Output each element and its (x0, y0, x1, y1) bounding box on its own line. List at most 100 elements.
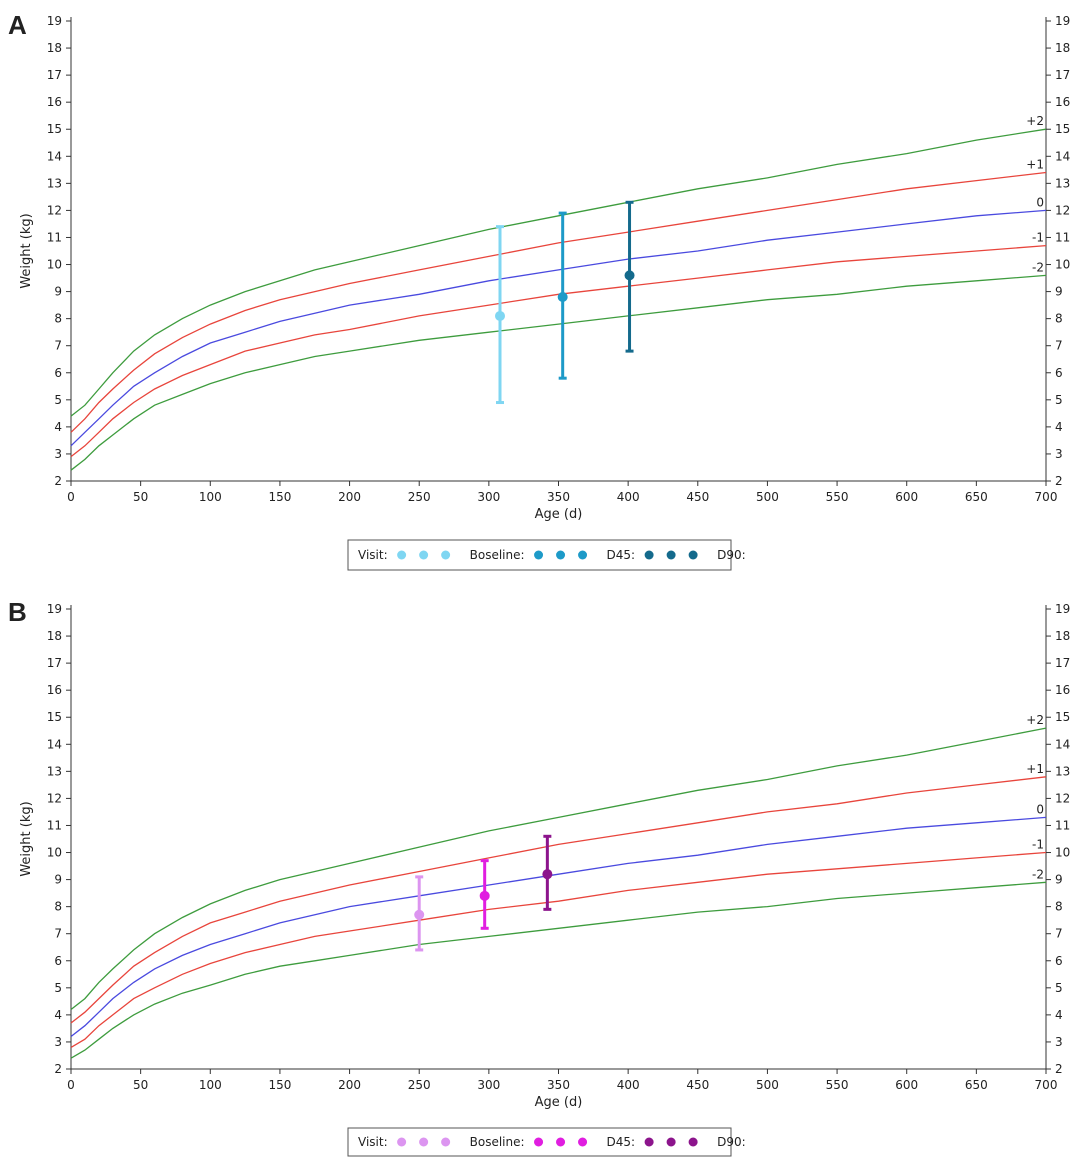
y-tick-label-right: 5 (1055, 981, 1063, 995)
y-tick-label-left: 13 (47, 764, 62, 778)
legend-marker (419, 1137, 429, 1147)
y-tick-label-right: 5 (1055, 393, 1063, 407)
y-tick-label-left: 18 (47, 41, 62, 55)
y-tick-label-right: 3 (1055, 447, 1063, 461)
x-axis-label: Age (d) (535, 1095, 583, 1110)
legend-marker (644, 1137, 654, 1147)
x-tick-label: 250 (408, 1078, 431, 1092)
y-tick-label-right: 11 (1055, 818, 1070, 832)
y-tick-label-right: 18 (1055, 41, 1070, 55)
x-tick-label: 50 (133, 1078, 148, 1092)
y-tick-label-left: 7 (54, 339, 62, 353)
legend-marker (441, 550, 451, 560)
zscore-line-2 (70, 209, 1047, 447)
x-tick-label: 0 (67, 1078, 75, 1092)
y-tick-label-left: 5 (54, 393, 62, 407)
y-tick-label-right: 8 (1055, 312, 1063, 326)
y-tick-label-right: 11 (1055, 230, 1070, 244)
legend: Visit: Boseline: D45: D90: (347, 1127, 746, 1157)
zscore-label: -2 (1032, 867, 1044, 881)
x-tick-label: 400 (617, 1078, 640, 1092)
y-tick-label-right: 13 (1055, 764, 1070, 778)
legend-marker (534, 1137, 544, 1147)
zscore-label: +1 (1026, 158, 1044, 172)
x-tick-label: 600 (895, 490, 918, 504)
y-tick-label-left: 11 (47, 230, 62, 244)
y-tick-label-left: 5 (54, 981, 62, 995)
y-tick-label-left: 19 (47, 602, 62, 616)
x-tick-label: 50 (133, 490, 148, 504)
data-point-baseline (414, 909, 425, 920)
x-tick-label: 200 (338, 490, 361, 504)
x-tick-label: 450 (686, 1078, 709, 1092)
y-tick-label-left: 6 (54, 954, 62, 968)
legend-marker (397, 1137, 407, 1147)
y-tick-label-right: 9 (1055, 285, 1063, 299)
legend-marker (397, 550, 407, 560)
zscore-line-3 (70, 244, 1047, 458)
legend-label: Visit: (358, 548, 388, 562)
x-tick-label: 650 (965, 1078, 988, 1092)
x-tick-label: 150 (268, 490, 291, 504)
data-point-d45 (557, 292, 568, 302)
zscore-line-4 (70, 274, 1047, 471)
data-point-d90 (542, 869, 553, 880)
y-tick-label-left: 2 (54, 474, 62, 488)
y-tick-label-right: 12 (1055, 791, 1070, 805)
y-tick-label-right: 3 (1055, 1035, 1063, 1049)
x-tick-label: 350 (547, 490, 570, 504)
y-tick-label-right: 12 (1055, 203, 1070, 217)
y-tick-label-right: 6 (1055, 366, 1063, 380)
y-tick-label-left: 10 (47, 258, 62, 272)
x-tick-label: 250 (408, 490, 431, 504)
x-tick-label: 100 (199, 1078, 222, 1092)
y-tick-label-left: 8 (54, 312, 62, 326)
y-tick-label-left: 19 (47, 14, 62, 28)
zscore-line-0 (70, 727, 1047, 1011)
y-tick-label-right: 14 (1055, 737, 1070, 751)
zscore-label: -1 (1032, 838, 1044, 852)
zscore-line-1 (70, 776, 1047, 1024)
y-tick-label-right: 19 (1055, 14, 1070, 28)
legend-label: D90: (717, 1135, 746, 1149)
legend-marker (578, 1137, 588, 1147)
zscore-label: 0 (1036, 195, 1044, 209)
legend-label: Visit: (358, 1135, 388, 1149)
legend-marker (688, 1137, 698, 1147)
data-point-d90 (624, 270, 635, 281)
y-tick-label-right: 10 (1055, 258, 1070, 272)
y-tick-label-right: 15 (1055, 122, 1070, 136)
y-tick-label-left: 15 (47, 710, 62, 724)
y-tick-label-left: 9 (54, 285, 62, 299)
zscore-label: 0 (1036, 802, 1044, 816)
y-tick-label-left: 17 (47, 656, 62, 670)
x-tick-label: 200 (338, 1078, 361, 1092)
y-tick-label-left: 16 (47, 95, 62, 109)
legend-marker (556, 550, 566, 560)
legend-marker (441, 1137, 451, 1147)
y-tick-label-left: 12 (47, 203, 62, 217)
x-tick-label: 500 (756, 1078, 779, 1092)
zscore-line-0 (70, 128, 1047, 417)
zscore-label: +1 (1026, 762, 1044, 776)
x-tick-label: 600 (895, 1078, 918, 1092)
legend: Visit: Boseline: D45: D90: (347, 539, 746, 571)
y-tick-label-right: 7 (1055, 339, 1063, 353)
y-tick-label-left: 4 (54, 420, 62, 434)
y-tick-label-right: 4 (1055, 1008, 1063, 1022)
legend-marker (556, 1137, 566, 1147)
y-tick-label-right: 19 (1055, 602, 1070, 616)
y-tick-label-right: 17 (1055, 68, 1070, 82)
panel-letter: A (8, 10, 27, 40)
x-tick-label: 700 (1035, 1078, 1058, 1092)
chart-panel-b: B 2 2 3 3 4 4 5 5 6 6 7 7 8 8 9 9 10 10 11 11 12 12 13 13 14 14 15 1… (8, 597, 1070, 1157)
zscore-line-1 (70, 171, 1047, 433)
x-tick-label: 400 (617, 490, 640, 504)
y-tick-label-left: 6 (54, 366, 62, 380)
y-tick-label-right: 18 (1055, 629, 1070, 643)
y-tick-label-right: 8 (1055, 900, 1063, 914)
y-tick-label-right: 2 (1055, 474, 1063, 488)
x-tick-label: 350 (547, 1078, 570, 1092)
y-tick-label-left: 7 (54, 927, 62, 941)
x-tick-label: 150 (268, 1078, 291, 1092)
